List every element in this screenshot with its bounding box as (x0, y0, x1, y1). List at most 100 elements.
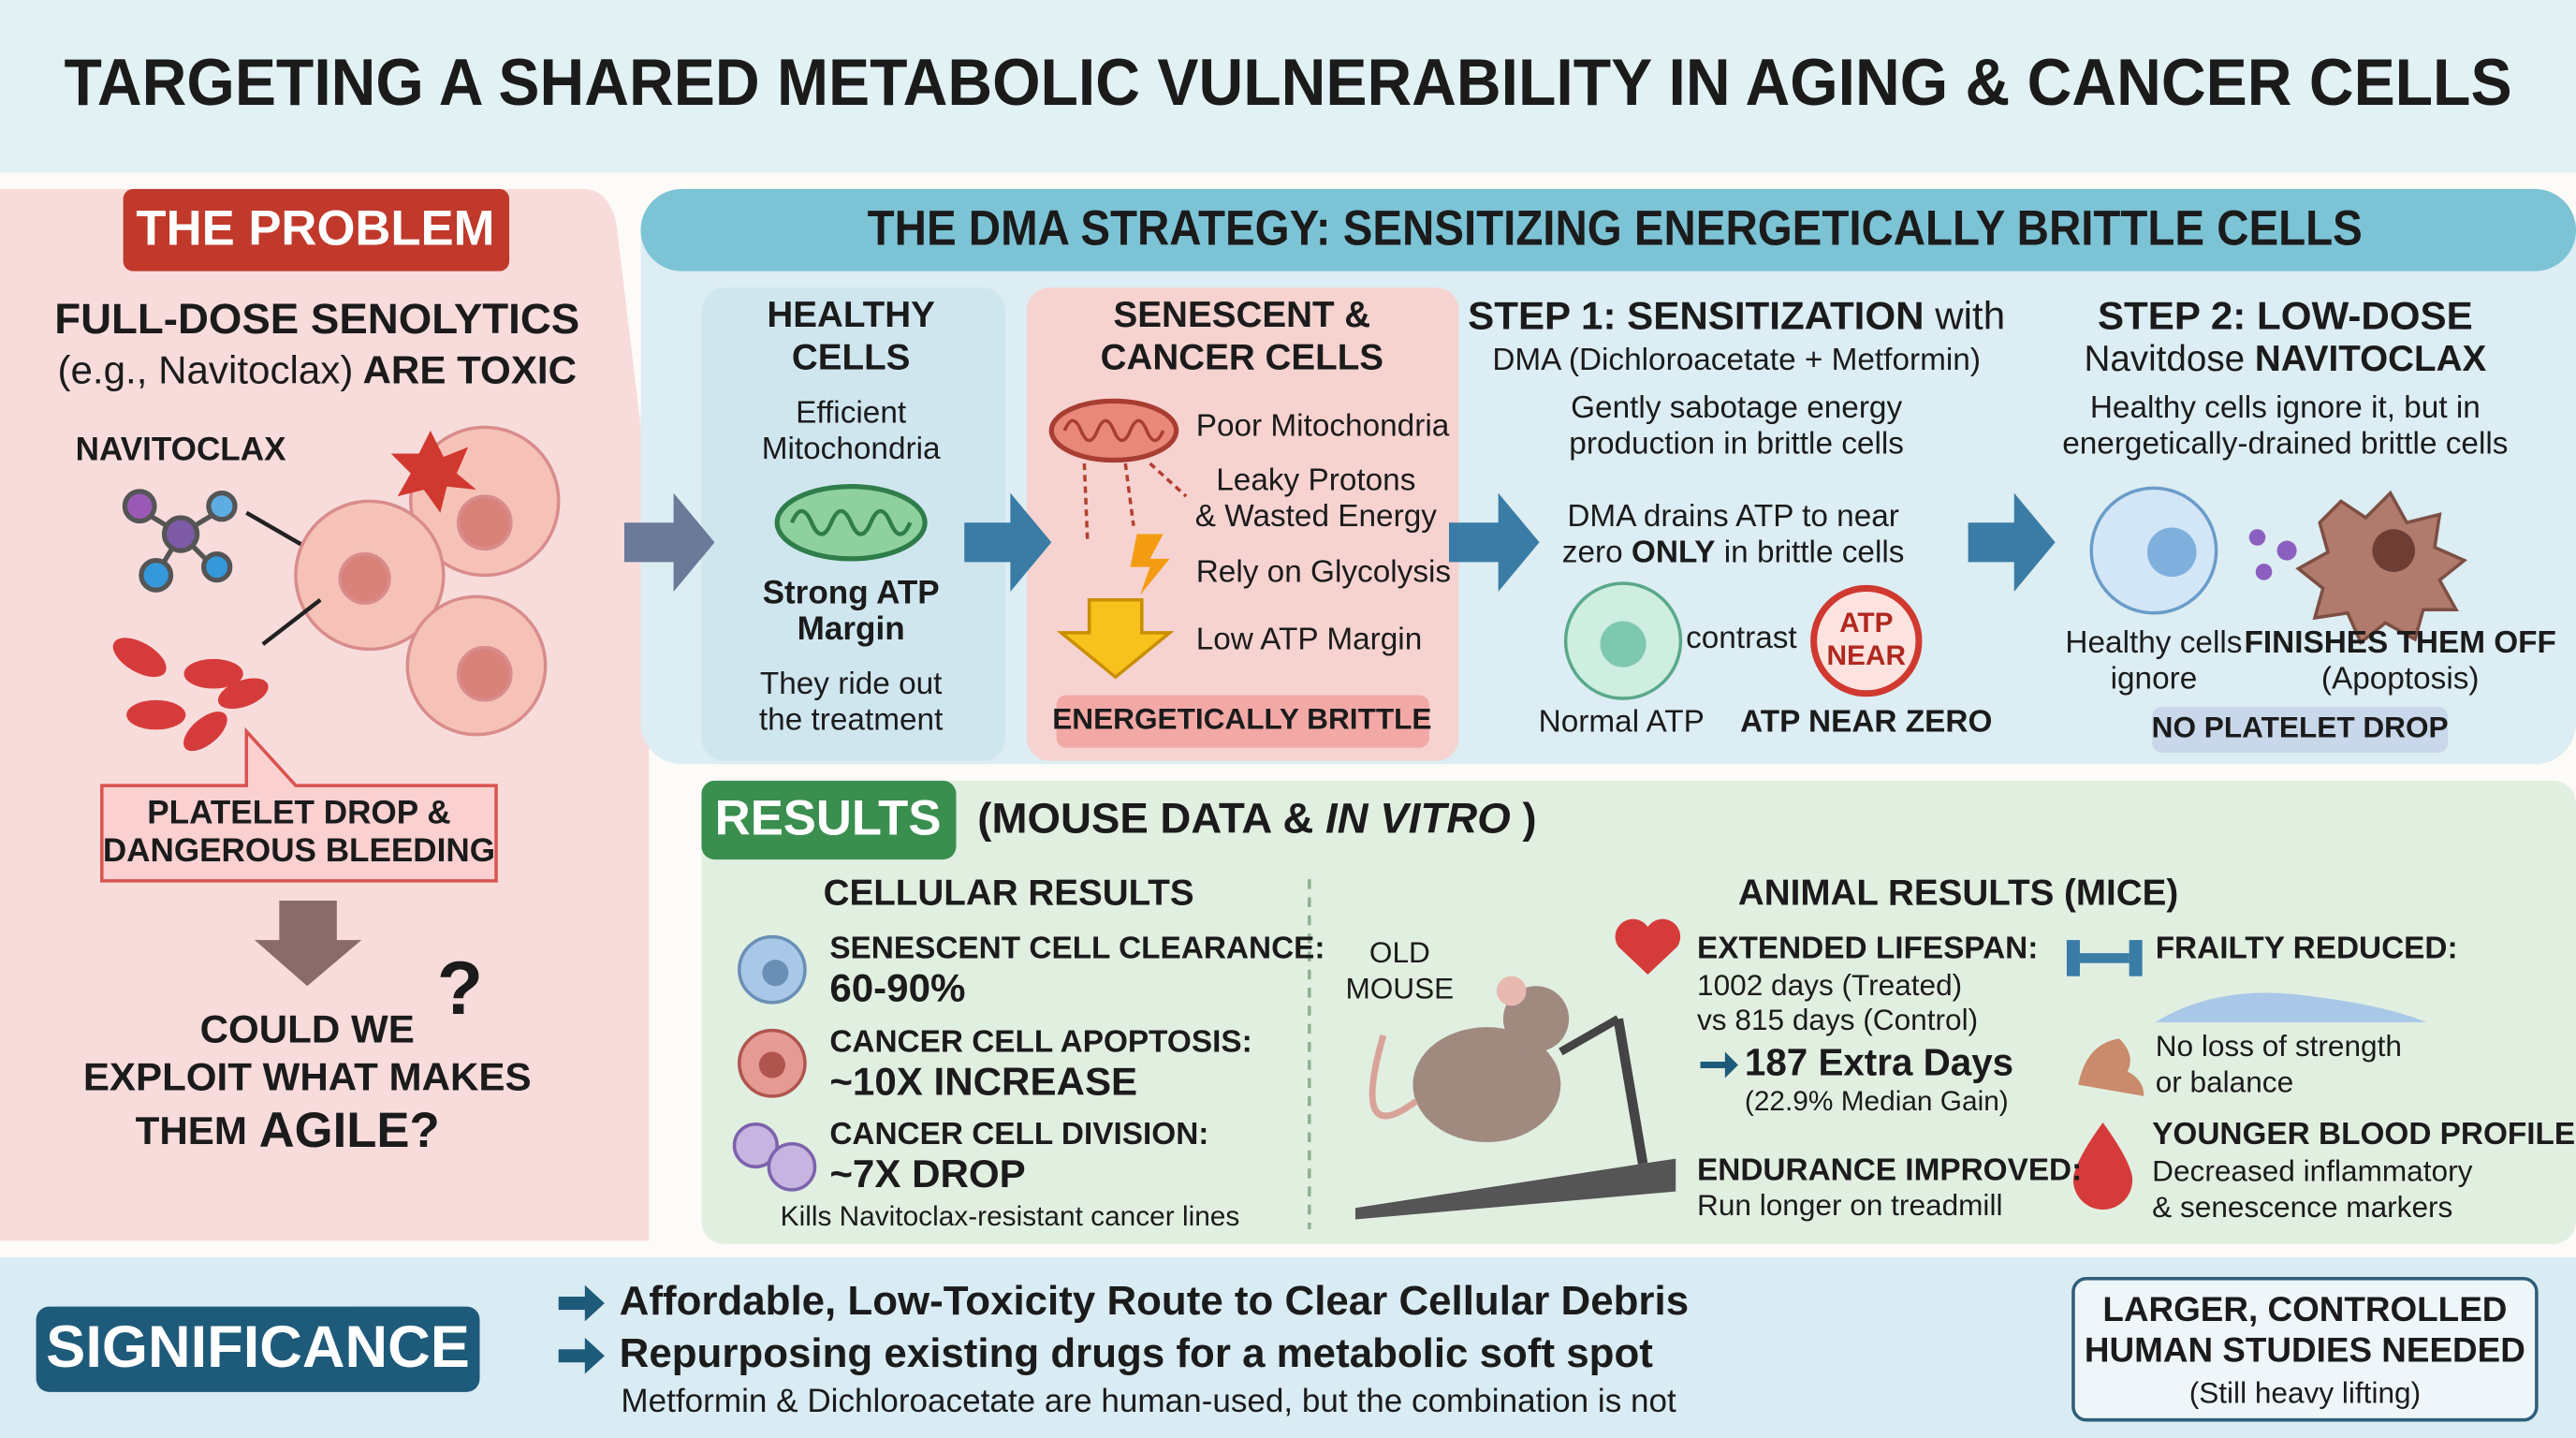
text-part: Repurposing existing drugs for a metabol… (620, 1330, 1654, 1376)
text-part: Decreased inflammatory (2152, 1154, 2472, 1188)
arrow (261, 597, 322, 646)
label: DMA drains ATP to near (1567, 499, 1899, 534)
label: ENERGETICALLY BRITTLE (1052, 702, 1431, 736)
text-part: CANCER CELL APOPTOSIS: (829, 1025, 1251, 1060)
text-part: PLATELET DROP & (147, 795, 450, 831)
label: SENESCENT & (1114, 295, 1371, 335)
text-part: ATP NEAR ZERO (1740, 704, 1992, 739)
burst (390, 430, 476, 513)
text-part: SENESCENT CELL CLEARANCE: (829, 931, 1325, 965)
label: NEAR (1827, 640, 1907, 671)
label: Healthy cells (2065, 625, 2242, 660)
label: Metformin & Dichloroacetate are human-us… (621, 1383, 1676, 1419)
label: MOUSE (1345, 972, 1454, 1005)
significance-badge (36, 1306, 480, 1392)
text-part: Poor Mitochondria (1196, 408, 1450, 443)
label: Gently sabotage energy (1571, 390, 1902, 425)
label: (Still heavy lifting) (2189, 1376, 2421, 1410)
label: FULL-DOSE SENOLYTICS (54, 295, 579, 343)
label: HEALTHY (767, 295, 935, 335)
label: ~10X INCREASE (829, 1060, 1137, 1104)
label: Repurposing existing drugs for a metabol… (620, 1330, 1654, 1376)
label: Normal ATP (1539, 704, 1705, 739)
label: COULD WE (200, 1007, 415, 1051)
page-title: TARGETING A SHARED METABOLIC VULNERABILI… (64, 45, 2511, 119)
text-part: DMA (Dichloroacetate + Metformin) (1492, 343, 1981, 377)
label: FINISHES THEM OFF (2245, 625, 2556, 660)
text-part: Rely on Glycolysis (1196, 554, 1451, 589)
text-part: ANIMAL RESULTS (MICE) (1738, 873, 2178, 914)
label: vs 815 days (Control) (1697, 1003, 1978, 1036)
text-part: RESULTS (715, 791, 942, 846)
results-panel (701, 780, 2576, 1244)
cell-icons (732, 934, 817, 1192)
label: (22.9% Median Gain) (1745, 1086, 2009, 1117)
text-part: ~10X INCREASE (829, 1060, 1137, 1104)
text-part: CELLS (792, 338, 911, 378)
platelets (112, 638, 269, 752)
text-part: (22.9% Median Gain) (1745, 1086, 2009, 1117)
label: (Apoptosis) (2321, 662, 2480, 697)
label: They ride out (760, 667, 943, 701)
label: PLATELET DROP & (147, 795, 450, 831)
text-part: with (1925, 294, 2006, 338)
text-part: Leaky Protons (1216, 462, 1415, 497)
no-platelet-tag (2152, 706, 2449, 753)
text-part: EXTENDED LIFESPAN: (1697, 931, 2038, 965)
text-part: NAVITOCLAX (76, 432, 286, 468)
poor-mitochondrion (1048, 398, 1179, 463)
text-part: CELLULAR RESULTS (824, 873, 1194, 914)
drug-molecule (2248, 529, 2297, 580)
label: ANIMAL RESULTS (MICE) (1738, 873, 2178, 914)
label: zero ONLY in brittle cells (1562, 535, 1905, 569)
text-part: EXPLOIT WHAT MAKES (83, 1054, 532, 1098)
text-part: OLD (1369, 935, 1430, 969)
label: Mitochondria (762, 432, 941, 466)
label: ? (437, 946, 483, 1031)
text-part: DANGEROUS BLEEDING (103, 832, 495, 869)
figure-icon (2155, 992, 2427, 1022)
text-part: Normal ATP (1539, 704, 1705, 739)
label: ATP (1839, 608, 1893, 638)
text-part: IN VITRO (1313, 795, 1510, 843)
text-part: Metformin & Dichloroacetate are human-us… (621, 1383, 1676, 1419)
title-band (0, 0, 2576, 173)
text-part: HUMAN STUDIES NEEDED (2085, 1330, 2525, 1369)
text-part: ) (1511, 795, 1537, 843)
normal-cell (1563, 581, 1683, 700)
text-part: No loss of strength (2156, 1029, 2402, 1063)
label: THEM AGILE? (136, 1103, 440, 1158)
text-part: 60-90% (829, 966, 965, 1010)
label: HUMAN STUDIES NEEDED (2085, 1330, 2525, 1369)
label: Efficient (796, 395, 907, 430)
text-part: & senescence markers (2152, 1190, 2452, 1224)
text-part: in brittle cells (1715, 535, 1904, 569)
label: 60-90% (829, 966, 965, 1010)
text-part: or balance (2156, 1065, 2293, 1099)
molecule (122, 489, 238, 593)
text-part: FINISHES THEM OFF (2245, 625, 2556, 660)
label: ATP NEAR ZERO (1740, 704, 1992, 739)
text-part: SENESCENT & (1114, 295, 1371, 335)
text-part: Healthy cells (2065, 625, 2242, 660)
label: 1002 days (Treated) (1697, 968, 1962, 1002)
text-part: Margin (798, 610, 905, 647)
label: CANCER CELLS (1101, 338, 1383, 378)
arm-icon (2078, 1038, 2144, 1096)
studies-box (2071, 1276, 2539, 1422)
label: EXPLOIT WHAT MAKES (83, 1054, 532, 1098)
text-part: LARGER, CONTROLLED (2102, 1290, 2507, 1328)
text-part: ENERGETICALLY BRITTLE (1052, 702, 1431, 736)
dumbbell-icon (2066, 940, 2143, 976)
text-part: Navitdose (2084, 339, 2245, 379)
label: Low ATP Margin (1196, 622, 1423, 656)
text-part: contrast (1686, 621, 1797, 655)
text-part: (Apoptosis) (2321, 662, 2480, 697)
text-part: Healthy cells ignore it, but in (2090, 390, 2481, 425)
text-part: They ride out (760, 667, 943, 701)
badge-text: THE PROBLEM (136, 200, 494, 256)
text-part: NO PLATELET DROP (2152, 711, 2449, 744)
text-part: Low ATP Margin (1196, 622, 1423, 656)
label: STEP 2: LOW-DOSE (2098, 294, 2473, 338)
label: Margin (798, 610, 905, 647)
